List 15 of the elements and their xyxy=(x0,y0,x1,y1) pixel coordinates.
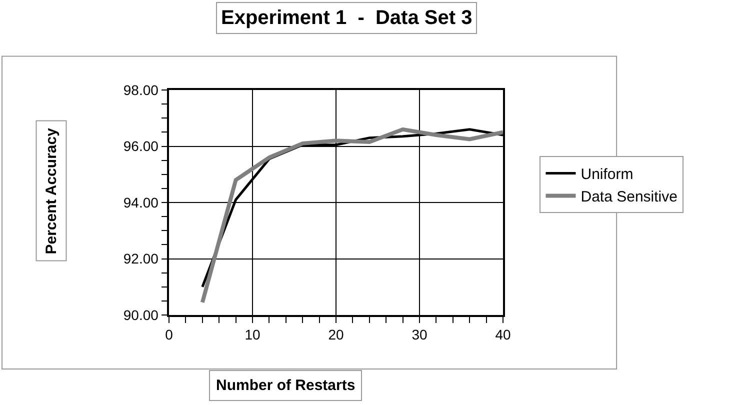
x-tick-label: 0 xyxy=(165,326,174,343)
y-tick-label: 90.00 xyxy=(123,306,159,323)
x-axis-title: Number of Restarts xyxy=(216,377,356,394)
x-tick-label: 30 xyxy=(412,326,428,343)
x-tick-label: 20 xyxy=(328,326,344,343)
y-tick-label: 94.00 xyxy=(123,194,159,210)
y-axis-title: Percent Accuracy xyxy=(42,127,60,254)
legend-label: Uniform xyxy=(580,166,634,184)
y-tick-label: 92.00 xyxy=(123,250,159,267)
chart-title: Experiment 1 - Data Set 3 xyxy=(221,7,472,29)
legend-label: Data Sensitive xyxy=(580,188,678,206)
y-tick-label: 96.00 xyxy=(123,138,159,154)
x-tick-label: 40 xyxy=(495,326,511,343)
y-tick-label: 98.00 xyxy=(123,82,159,98)
x-tick-label: 10 xyxy=(244,326,260,343)
